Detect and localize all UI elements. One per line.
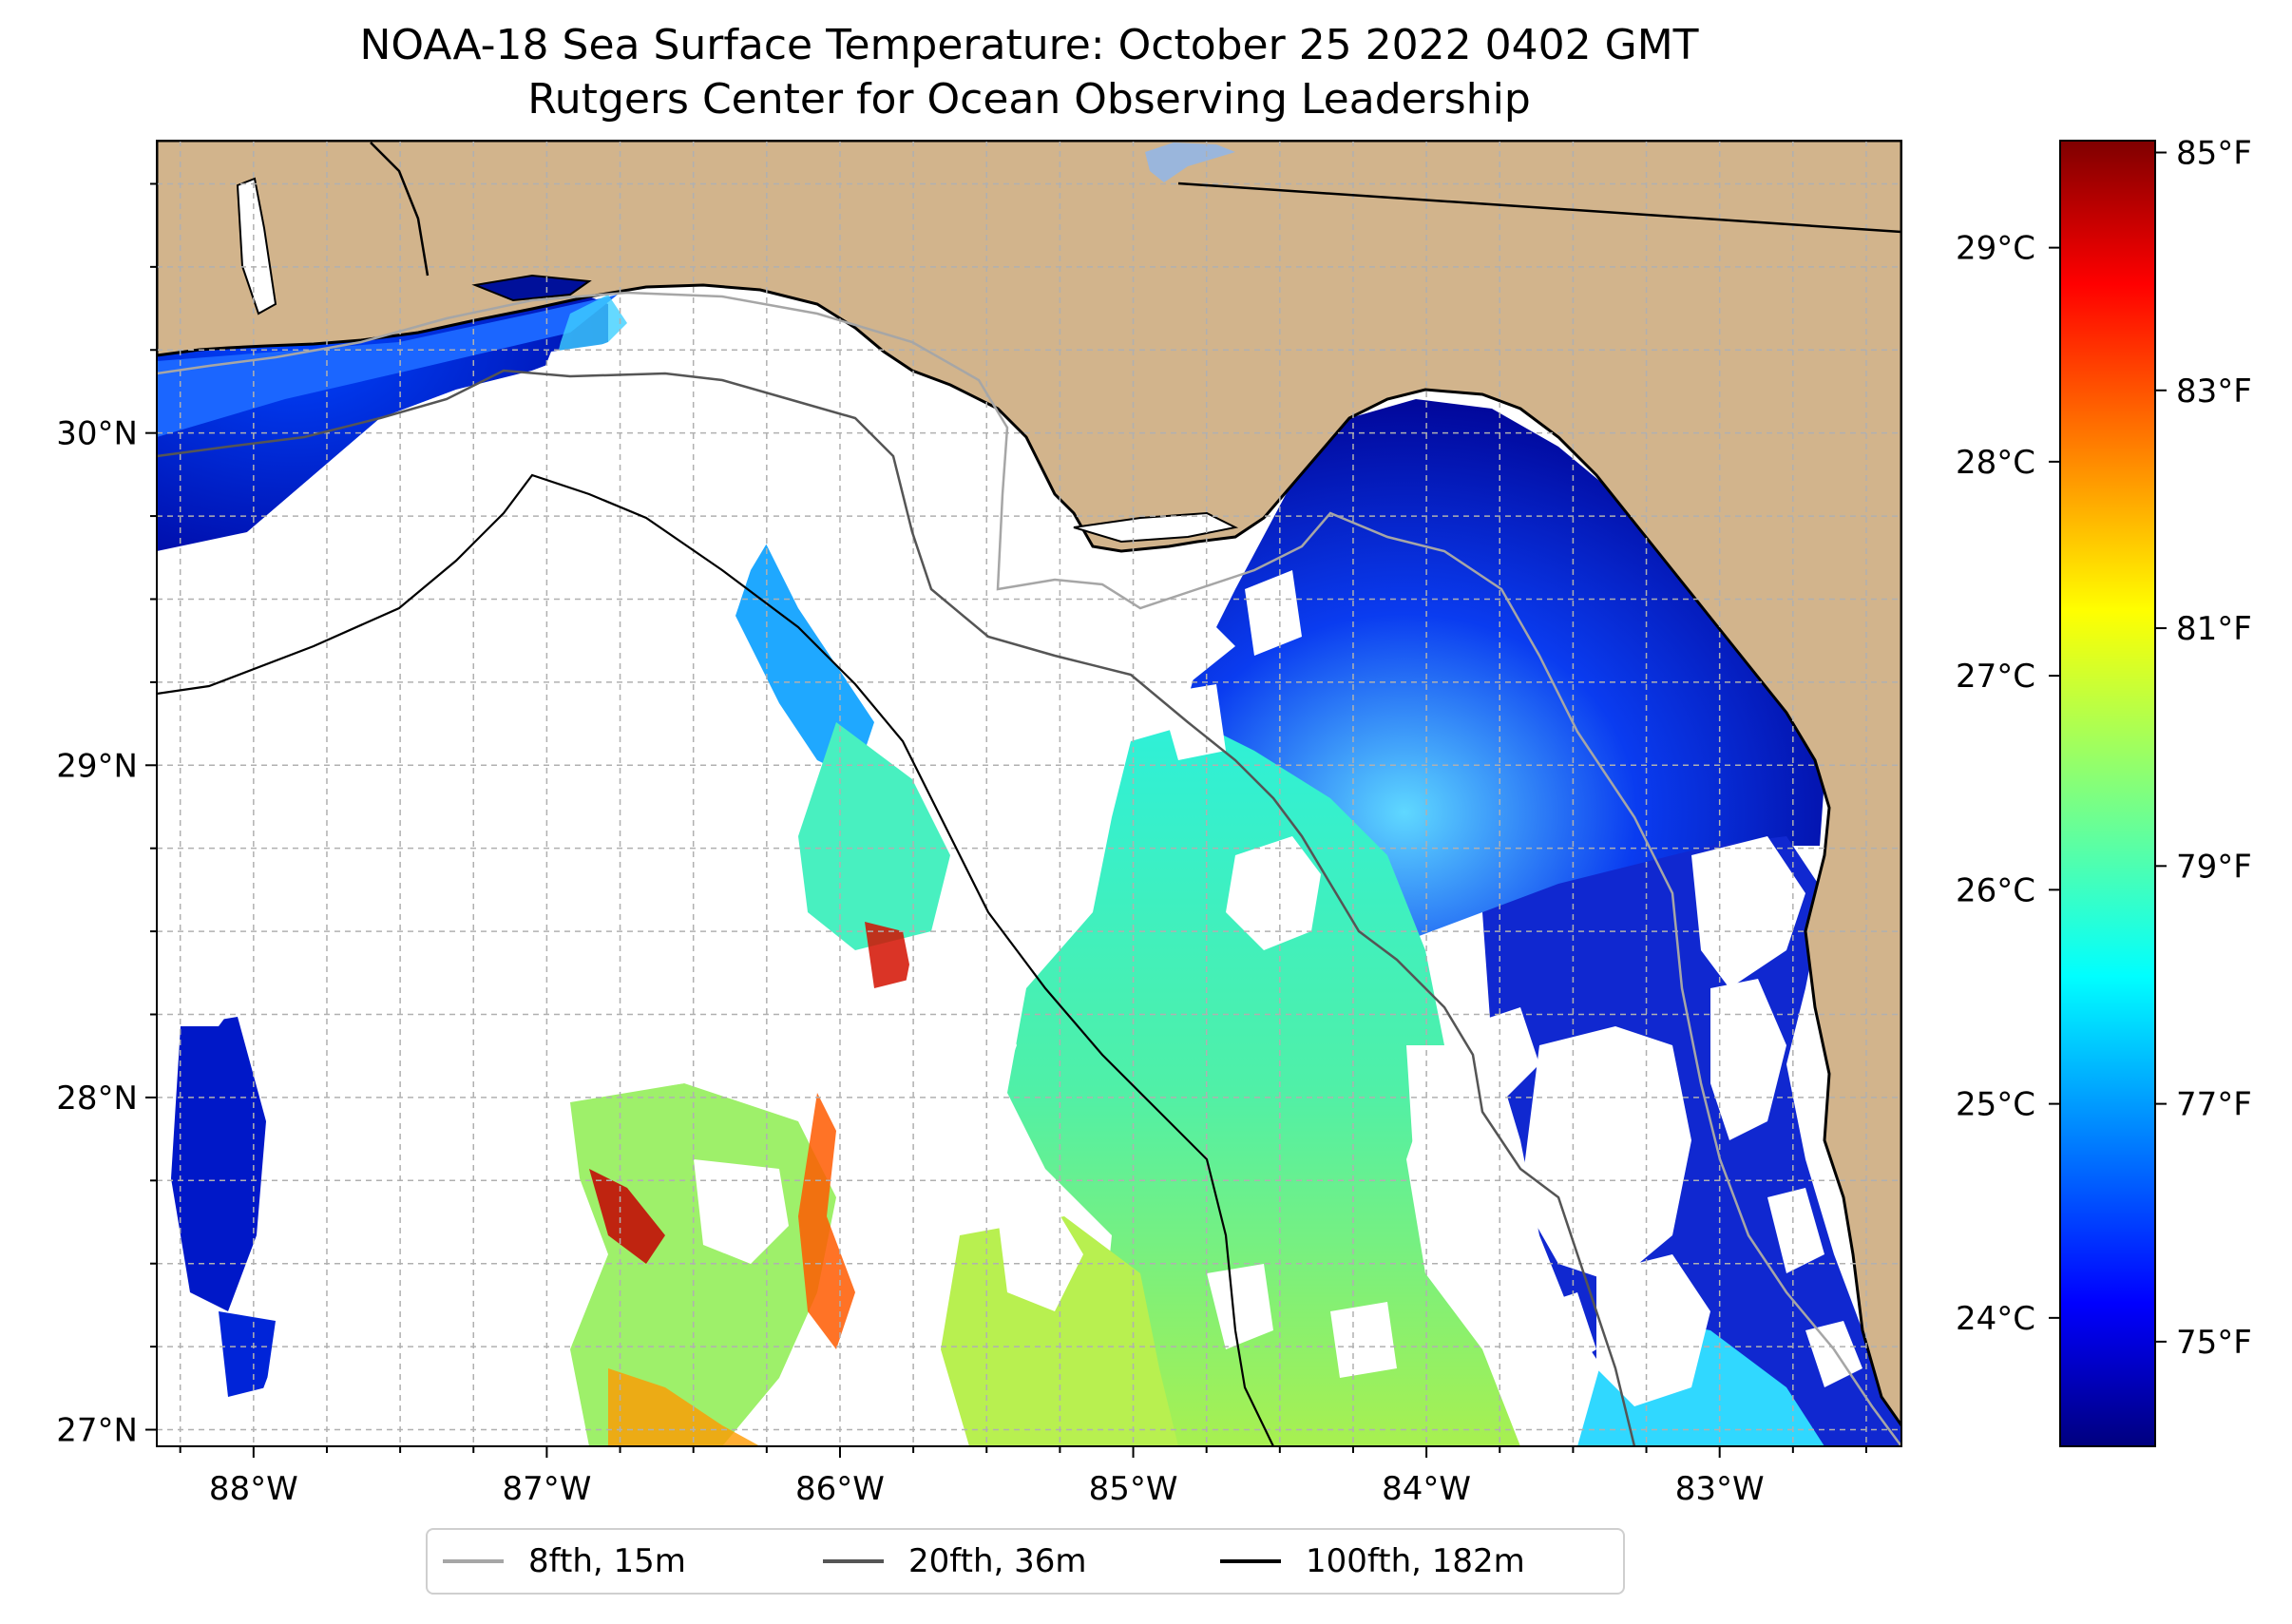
legend-label-100fth: 100fth, 182m — [1306, 1542, 1525, 1580]
legend-item-20fth: 20fth, 36m — [823, 1530, 1087, 1593]
state-border-west — [370, 142, 430, 277]
colorbar-c-label: 28°C — [1956, 444, 2035, 482]
apalachicola-bay — [1073, 511, 1239, 544]
legend-label-8fth: 8fth, 15m — [528, 1542, 686, 1580]
colorbar: 24°C 25°C 26°C 27°C 28°C 29°C 75°F 77°F 79°F 81°… — [1956, 135, 2252, 1447]
colorbar-c-label: 25°C — [1956, 1086, 2035, 1124]
y-tick-label: 30°N — [56, 415, 138, 453]
legend-swatch-20fth — [823, 1559, 884, 1563]
sst-warm-eddy-1 — [798, 1093, 855, 1349]
sst-warm-eddy-4 — [865, 922, 912, 988]
sst-west-panhandle-band — [157, 295, 618, 437]
colorbar-c-label: 26°C — [1956, 871, 2035, 909]
gridlines — [157, 141, 1901, 1446]
mobile-bay — [236, 177, 277, 315]
colorbar-f-label: 85°F — [2176, 135, 2252, 173]
lake-seminole — [1145, 143, 1235, 182]
x-tick-label: 86°W — [795, 1470, 885, 1508]
sst-warm-eddy-2 — [589, 1169, 665, 1264]
y-tick-label: 27°N — [56, 1412, 138, 1450]
legend-item-100fth: 100fth, 182m — [1220, 1530, 1525, 1593]
sst-west-blue-patch — [171, 1017, 266, 1311]
state-border — [1177, 182, 1901, 234]
legend-item-8fth: 8fth, 15m — [443, 1530, 686, 1593]
y-axis: 27°N 28°N 29°N 30°N — [56, 182, 157, 1450]
isobath-100fth — [157, 473, 1274, 1446]
x-tick-label: 84°W — [1382, 1470, 1471, 1508]
sst-central-shelf — [1007, 722, 1520, 1446]
colorbar-f-label: 75°F — [2176, 1324, 2252, 1362]
legend-swatch-100fth — [1220, 1559, 1281, 1563]
colorbar-f-label: 79°F — [2176, 848, 2252, 886]
chart-title: NOAA-18 Sea Surface Temperature: October… — [359, 21, 1699, 69]
isobath-20fth — [157, 369, 1636, 1446]
isobath-8fth — [157, 291, 1901, 1446]
sst-south-green-center — [941, 1216, 1178, 1446]
land-mass — [157, 141, 1901, 1428]
colorbar-f-label: 83°F — [2176, 373, 2252, 411]
legend-label-20fth: 20fth, 36m — [908, 1542, 1087, 1580]
chart-subtitle: Rutgers Center for Ocean Observing Leade… — [527, 75, 1531, 124]
x-tick-label: 87°W — [502, 1470, 591, 1508]
x-tick-label: 85°W — [1089, 1470, 1178, 1508]
colorbar-c-label: 24°C — [1956, 1300, 2035, 1338]
x-tick-label: 83°W — [1675, 1470, 1765, 1508]
sst-east-coast-shelf — [1482, 836, 1901, 1446]
legend: 8fth, 15m 20fth, 36m 100fth, 182m — [426, 1528, 1625, 1595]
map-area — [157, 141, 1901, 1446]
colorbar-f-label: 81°F — [2176, 610, 2252, 648]
colorbar-f-label: 77°F — [2176, 1086, 2252, 1124]
x-axis: 88°W 87°W 86°W 85°W 84°W 83°W — [179, 1446, 1867, 1508]
sst-deepwater-cyan — [798, 722, 950, 950]
colorbar-c-label: 27°C — [1956, 658, 2035, 696]
x-tick-label: 88°W — [209, 1470, 298, 1508]
sst-west-blue-patch-2 — [219, 1311, 276, 1397]
legend-swatch-8fth — [443, 1559, 504, 1563]
colorbar-fahrenheit-ticks: 75°F 77°F 79°F 81°F 83°F 85°F — [2155, 135, 2252, 1362]
colorbar-celsius-ticks: 24°C 25°C 26°C 27°C 28°C 29°C — [1956, 230, 2060, 1338]
y-tick-label: 29°N — [56, 747, 138, 785]
colorbar-c-label: 29°C — [1956, 230, 2035, 268]
y-tick-label: 28°N — [56, 1079, 138, 1118]
sst-warm-eddy-3 — [608, 1368, 760, 1446]
map-frame — [156, 140, 1902, 1447]
colorbar-gradient — [2059, 140, 2156, 1447]
choctawhatchee-bay — [471, 274, 592, 302]
